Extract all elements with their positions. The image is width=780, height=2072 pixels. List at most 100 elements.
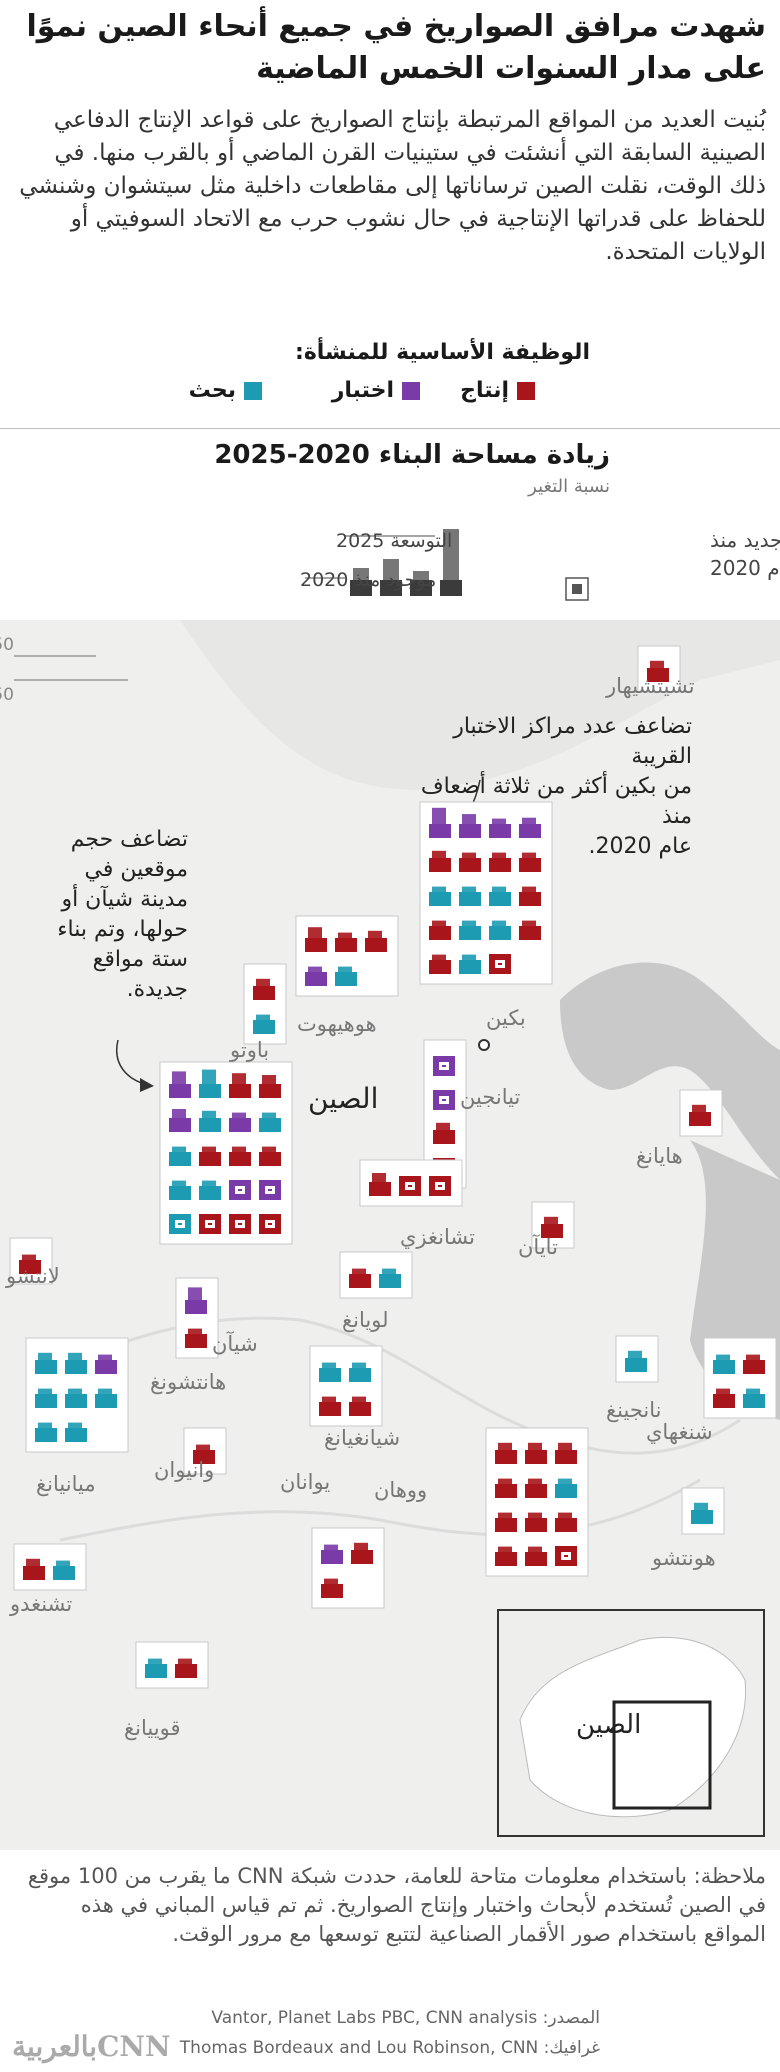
site-existing [349, 1274, 371, 1288]
new-site-core [208, 1223, 212, 1225]
site-existing [95, 1360, 117, 1374]
methodology-note: ملاحظة: باستخدام معلومات متاحة للعامة، ح… [27, 1864, 766, 1946]
site-existing [525, 1450, 547, 1464]
site-existing [459, 926, 481, 940]
growth-legend-title: زيادة مساحة البناء 2020-2025 [214, 440, 610, 470]
city-label-hangzhou: هونتشو [652, 1546, 716, 1570]
city-label-luoyang: لويانغ [342, 1308, 389, 1332]
site-existing [647, 668, 669, 682]
site-existing [489, 926, 511, 940]
city-label-xiangyang: شيانغيانغ [324, 1426, 401, 1450]
site-existing [193, 1450, 215, 1464]
city-label-guangyuan: وانيوان [154, 1458, 215, 1482]
site-existing [459, 892, 481, 906]
site-existing [519, 858, 541, 872]
site-existing [365, 938, 387, 952]
site-existing [713, 1360, 735, 1374]
site-existing [713, 1394, 735, 1408]
beijing-marker [478, 1039, 490, 1051]
site-existing [259, 1084, 281, 1098]
site-existing [429, 892, 451, 906]
site-existing [185, 1300, 207, 1314]
site-existing [541, 1224, 563, 1238]
production-swatch [517, 381, 535, 400]
growth-legend-bar-existing [440, 580, 462, 596]
site-existing [35, 1394, 57, 1408]
new-site-core [438, 1185, 442, 1187]
site-existing [743, 1360, 765, 1374]
city-label-changzhi: تشانغزي [400, 1225, 475, 1249]
site-existing [305, 972, 327, 986]
research-swatch [244, 381, 262, 400]
site-existing [23, 1566, 45, 1580]
site-existing [321, 1584, 343, 1598]
new-site-core [408, 1185, 412, 1187]
site-existing [169, 1152, 191, 1166]
site-existing [199, 1186, 221, 1200]
site-existing [489, 858, 511, 872]
site-existing [175, 1664, 197, 1678]
site-existing [321, 1550, 343, 1564]
site-existing [65, 1428, 87, 1442]
site-existing [53, 1566, 75, 1580]
site-existing [519, 824, 541, 838]
site-existing [495, 1484, 517, 1498]
source-credit: المصدر: Vantor, Planet Labs PBC, CNN ana… [211, 2008, 600, 2028]
new-site-core [442, 1099, 446, 1101]
site-existing [555, 1518, 577, 1532]
new-site-label-2: عام 2020 [710, 556, 780, 580]
annotation-line: تضاعف حجم [70, 827, 188, 852]
new-site-core [268, 1189, 272, 1191]
site-existing [305, 938, 327, 952]
site-existing [169, 1186, 191, 1200]
city-label-haiyang: هايانغ [636, 1144, 683, 1168]
legend-item-production: إنتاج [460, 378, 535, 403]
site-existing [429, 824, 451, 838]
site-existing [459, 858, 481, 872]
site-existing [185, 1334, 207, 1348]
city-label-shanghai: شنغهاي [646, 1420, 713, 1444]
beijing-annotation: تضاعف عدد مراكز الاختبار القريبة من بكين… [392, 712, 692, 862]
city-label-lanzhou: لانتشو [6, 1264, 60, 1288]
site-existing [743, 1394, 765, 1408]
site-existing [489, 824, 511, 838]
growth-legend: التوسعة 2025 موجود منذ 2020 موقع جديد من… [300, 528, 780, 601]
new-site-core [238, 1189, 242, 1191]
city-label-guiyang: قوييانغ [124, 1716, 181, 1740]
growth-legend-bars [350, 529, 462, 596]
legend-label: اختبار [331, 378, 394, 403]
city-label-chengdu: تشنغدو [10, 1592, 73, 1616]
xian-annotation: تضاعف حجم موقعين في مدينة شيآن أو حولها،… [38, 825, 188, 1005]
new-site-core [268, 1223, 272, 1225]
site-existing [259, 1152, 281, 1166]
site-existing [229, 1084, 251, 1098]
site-existing [335, 972, 357, 986]
site-existing [519, 926, 541, 940]
intro-text: بُنيت العديد من المواقع المرتبطة بإنتاج … [19, 107, 766, 265]
growth-legend-bar-expansion [443, 529, 459, 596]
site-existing [525, 1484, 547, 1498]
legend-title: الوظيفة الأساسية للمنشأة: [295, 340, 590, 365]
site-existing [169, 1084, 191, 1098]
site-existing [65, 1394, 87, 1408]
new-site-box [565, 577, 589, 601]
legend-item-research: بحث [189, 378, 262, 403]
site-existing [229, 1118, 251, 1132]
site-existing [169, 1118, 191, 1132]
site-existing [495, 1518, 517, 1532]
city-label-tianjin: تيانجين [460, 1085, 521, 1109]
new-site-core [238, 1223, 242, 1225]
city-label-hohhot: هوهيهوت [297, 1012, 377, 1036]
site-existing [35, 1428, 57, 1442]
site-existing [199, 1118, 221, 1132]
divider [0, 428, 780, 429]
site-existing [691, 1510, 713, 1524]
graphics-credit: غرافيك: Thomas Bordeaux and Lou Robinson… [179, 2038, 600, 2058]
site-existing [319, 1402, 341, 1416]
legend-item-testing: اختبار [332, 378, 420, 403]
site-existing [35, 1360, 57, 1374]
legend-label: بحث [188, 378, 236, 403]
site-cluster-panel [531, 1201, 575, 1249]
site-existing [145, 1664, 167, 1678]
site-existing [495, 1552, 517, 1566]
